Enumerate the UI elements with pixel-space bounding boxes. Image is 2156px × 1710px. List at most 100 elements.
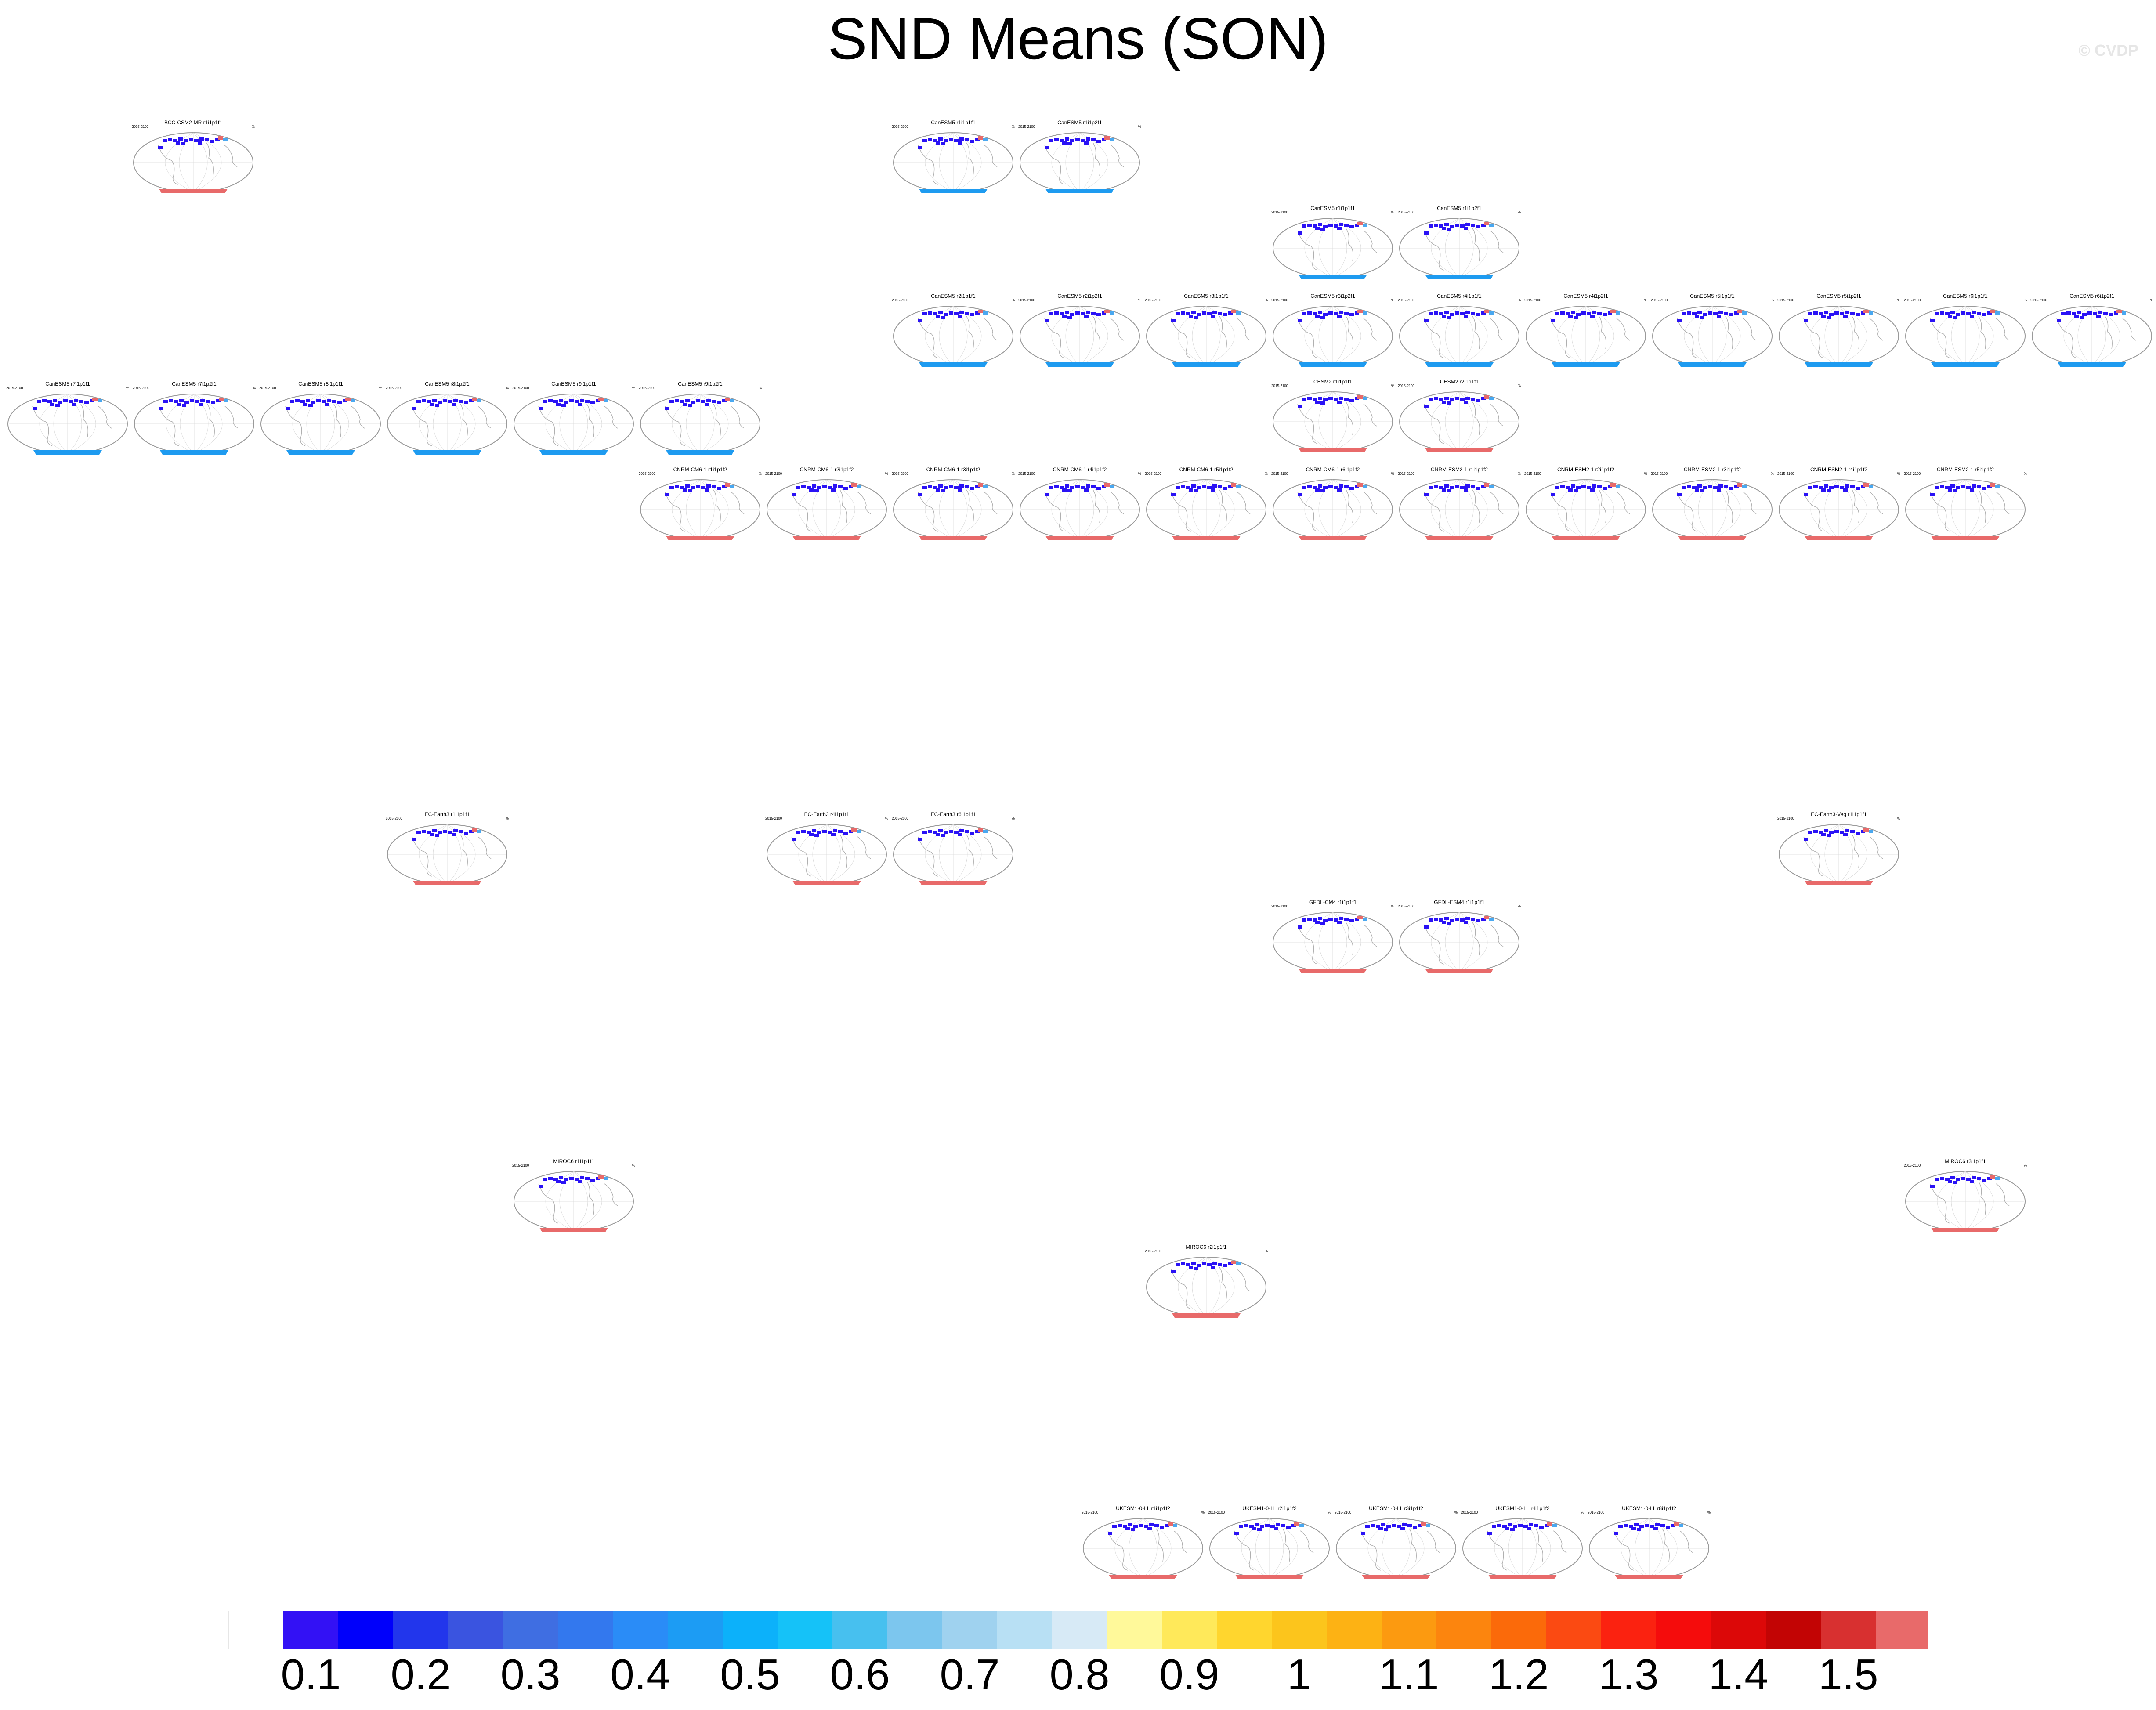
antarctic-band [1362, 1575, 1430, 1579]
snow-cell [796, 486, 800, 489]
snow-cell [665, 407, 669, 410]
panel-years: 2015-2100 [386, 817, 403, 821]
snow-cell [590, 401, 595, 404]
snow-cell [1429, 224, 1433, 228]
snow-cell [1471, 918, 1475, 921]
snow-cell [337, 401, 342, 404]
antarctic-band [1299, 362, 1367, 367]
snow-cell [722, 399, 727, 402]
snow-cell [1313, 398, 1317, 401]
snow-cell [1045, 493, 1049, 496]
snow-cell [933, 312, 937, 315]
snow-cell [1320, 922, 1325, 925]
snow-cell [2072, 312, 2076, 315]
globe-map [767, 824, 887, 885]
snow-cell [1439, 918, 1443, 922]
coastline [1803, 316, 1883, 358]
snow-cell [590, 1179, 595, 1182]
panel-percent: % [1897, 298, 1900, 302]
snow-cell [195, 400, 199, 403]
snow-cell [1447, 489, 1451, 492]
snow-cell [452, 403, 456, 406]
panel-percent: % [251, 125, 255, 129]
snow-cell [1551, 319, 1555, 322]
panel-years: 2015-2100 [1651, 472, 1668, 476]
coastline [1424, 489, 1504, 532]
snow-cell [2066, 311, 2071, 315]
snow-cell [807, 486, 811, 489]
snow-cell [701, 486, 705, 489]
snow-cell [1819, 312, 1823, 315]
panel-years: 2015-2100 [512, 1164, 529, 1168]
snow-cell-high [1547, 1522, 1552, 1526]
colorbar-tick-label: 1 [1287, 1650, 1311, 1699]
snow-cell [311, 401, 315, 404]
snow-cell [959, 484, 964, 488]
snow-cell [958, 141, 962, 145]
snow-cell [559, 1176, 563, 1179]
snow-cell [182, 404, 186, 407]
snow-cell [2080, 316, 2084, 319]
snow-cell [1729, 313, 1733, 316]
snow-cell [1191, 311, 1196, 314]
snow-cell [1060, 486, 1064, 489]
panel-percent: % [758, 472, 762, 476]
snow-cell [1386, 1525, 1391, 1528]
snow-cell [1856, 832, 1860, 835]
snow-cell [1856, 313, 1860, 316]
snow-cell [72, 403, 76, 406]
snow-cell [1447, 922, 1451, 925]
snow-cell-high [218, 136, 223, 140]
snow-cell-high [1610, 310, 1616, 313]
snow-cell-mid [477, 830, 481, 833]
globe-map [1273, 218, 1393, 279]
antarctic-band [413, 450, 481, 455]
map-panel: CNRM-ESM2-1 r5i1p1f2 2015-2100% [1904, 466, 2027, 543]
map-panel: CNRM-CM6-1 r6i1p1f2 2015-2100% [1271, 466, 1394, 543]
snow-cell [1639, 1525, 1644, 1528]
snow-cell [215, 138, 220, 141]
globe-map [387, 824, 507, 885]
snow-cell [448, 400, 452, 403]
colorbar-swatch [778, 1611, 832, 1649]
globe-map [1399, 479, 1519, 540]
snow-cell [216, 399, 221, 402]
snow-cell [975, 311, 980, 315]
snow-cell [1202, 485, 1206, 488]
snow-cell [1571, 311, 1575, 314]
panel-percent: % [1264, 1249, 1268, 1253]
snow-cell [685, 399, 690, 402]
snow-cell [1315, 921, 1320, 924]
snow-cell [1194, 1267, 1198, 1270]
snow-cell [1307, 311, 1312, 315]
snow-cell [1257, 1528, 1262, 1531]
panel-percent: % [1138, 472, 1141, 476]
map-panel: CanESM5 r1i1p2f1 2015-2100% [1018, 119, 1141, 196]
snow-cell [1590, 488, 1595, 492]
snow-cell [1455, 485, 1459, 488]
snow-cell [1392, 1524, 1396, 1527]
snow-cell-high [1294, 1522, 1299, 1526]
snow-cell [1481, 918, 1486, 921]
snow-cell-high [1863, 310, 1869, 313]
snow-cell [949, 138, 953, 141]
globe-map [1462, 1518, 1583, 1579]
snow-cell [1197, 313, 1201, 316]
snow-cell [2057, 319, 2061, 322]
snow-cell-high [725, 398, 730, 401]
colorbar-swatch [1711, 1611, 1766, 1649]
snow-cell [1102, 485, 1106, 488]
snow-cell [1265, 1524, 1270, 1527]
snow-cell [1334, 918, 1338, 922]
panel-title: CESM2 r2i1p1f1 [1440, 379, 1479, 385]
snow-cell [1940, 485, 1944, 488]
globe-map [1779, 306, 1899, 367]
snow-cell [1518, 1524, 1523, 1527]
panel-years: 2015-2100 [1904, 298, 1921, 302]
coastline [1550, 316, 1630, 358]
panel-percent: % [1011, 472, 1015, 476]
snow-cell [1424, 925, 1429, 929]
snow-cell [941, 142, 945, 145]
snow-cell [438, 401, 442, 404]
snow-cell [2061, 312, 2066, 315]
